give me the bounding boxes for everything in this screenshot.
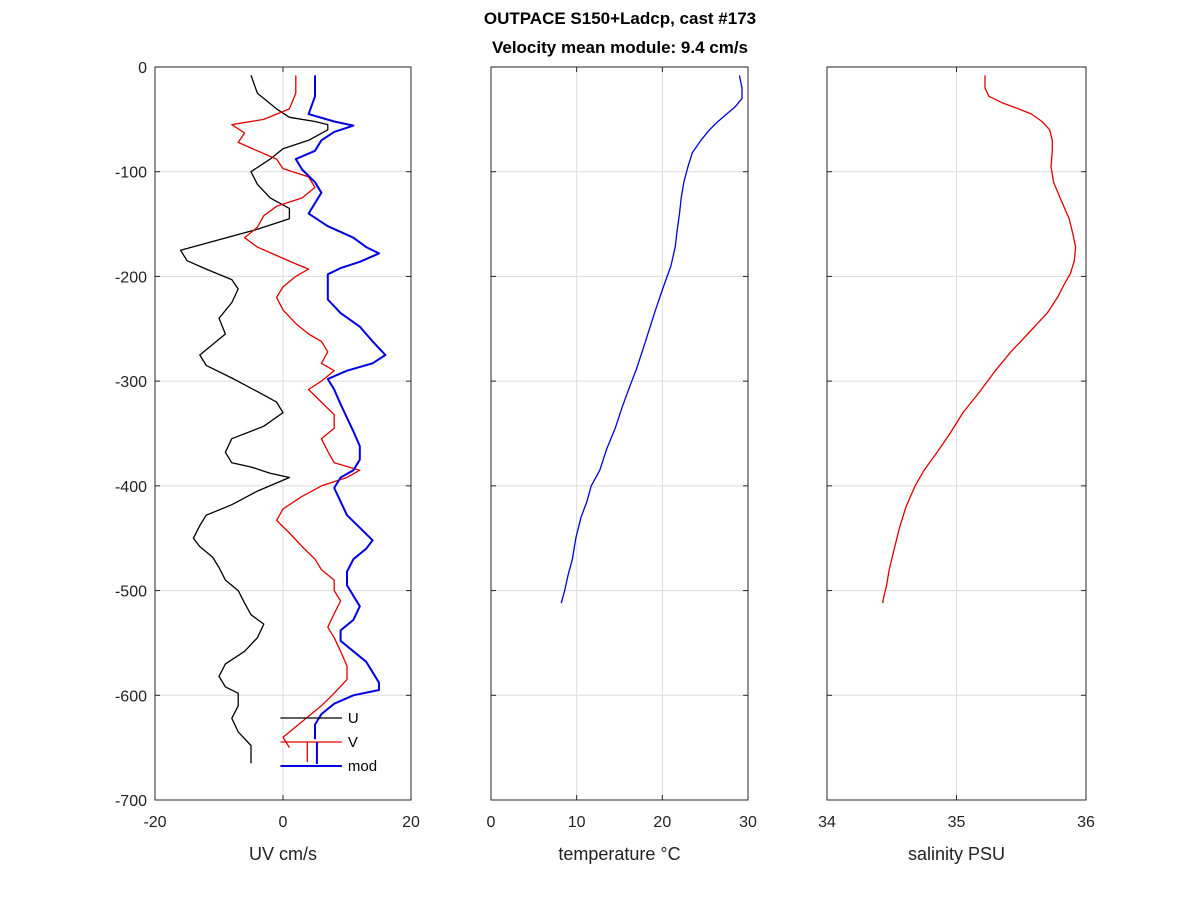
x-tick-label: 20 bbox=[653, 814, 671, 831]
panel-2: 0 10 20 30 temperature °C bbox=[487, 66, 757, 864]
x-tick-label: 34 bbox=[818, 814, 836, 831]
x-axis-label: temperature °C bbox=[558, 844, 680, 864]
y-tick-label: 0 bbox=[138, 60, 147, 77]
x-tick-label: -20 bbox=[143, 814, 166, 831]
series-line-u bbox=[179, 75, 329, 764]
y-tick-label: -200 bbox=[115, 269, 147, 286]
x-axis-label: UV cm/s bbox=[249, 844, 317, 864]
x-tick-label: 36 bbox=[1077, 814, 1095, 831]
legend-label-mod: mod bbox=[348, 758, 377, 775]
panel-3: 34 35 36 salinity PSU bbox=[818, 66, 1095, 864]
axes-box bbox=[490, 66, 749, 801]
x-tick-label: 0 bbox=[487, 814, 496, 831]
x-tick-label: 10 bbox=[568, 814, 586, 831]
chart-title-line1: OUTPACE S150+Ladcp, cast #173 bbox=[484, 9, 756, 28]
series-line-mod bbox=[294, 75, 387, 740]
x-tick-label: 35 bbox=[948, 814, 966, 831]
x-axis-label: salinity PSU bbox=[908, 844, 1005, 864]
plot-area bbox=[491, 67, 748, 800]
x-tick-label: 30 bbox=[739, 814, 757, 831]
series-line-p2-0 bbox=[560, 75, 743, 604]
legend-label-u: U bbox=[348, 710, 359, 727]
y-tick-label: -500 bbox=[115, 584, 147, 601]
y-tick-label: -600 bbox=[115, 688, 147, 705]
chart-title-line2: Velocity mean module: 9.4 cm/s bbox=[492, 38, 748, 57]
y-tick-label: -700 bbox=[115, 793, 147, 810]
y-tick-label: -400 bbox=[115, 479, 147, 496]
series-line-v bbox=[231, 75, 361, 748]
legend-label-v: V bbox=[348, 734, 358, 751]
series-line-p3-0 bbox=[882, 75, 1077, 604]
x-tick-label: 20 bbox=[402, 814, 420, 831]
x-tick-label: 0 bbox=[279, 814, 288, 831]
y-tick-label: -100 bbox=[115, 165, 147, 182]
y-tick-label: -300 bbox=[115, 374, 147, 391]
